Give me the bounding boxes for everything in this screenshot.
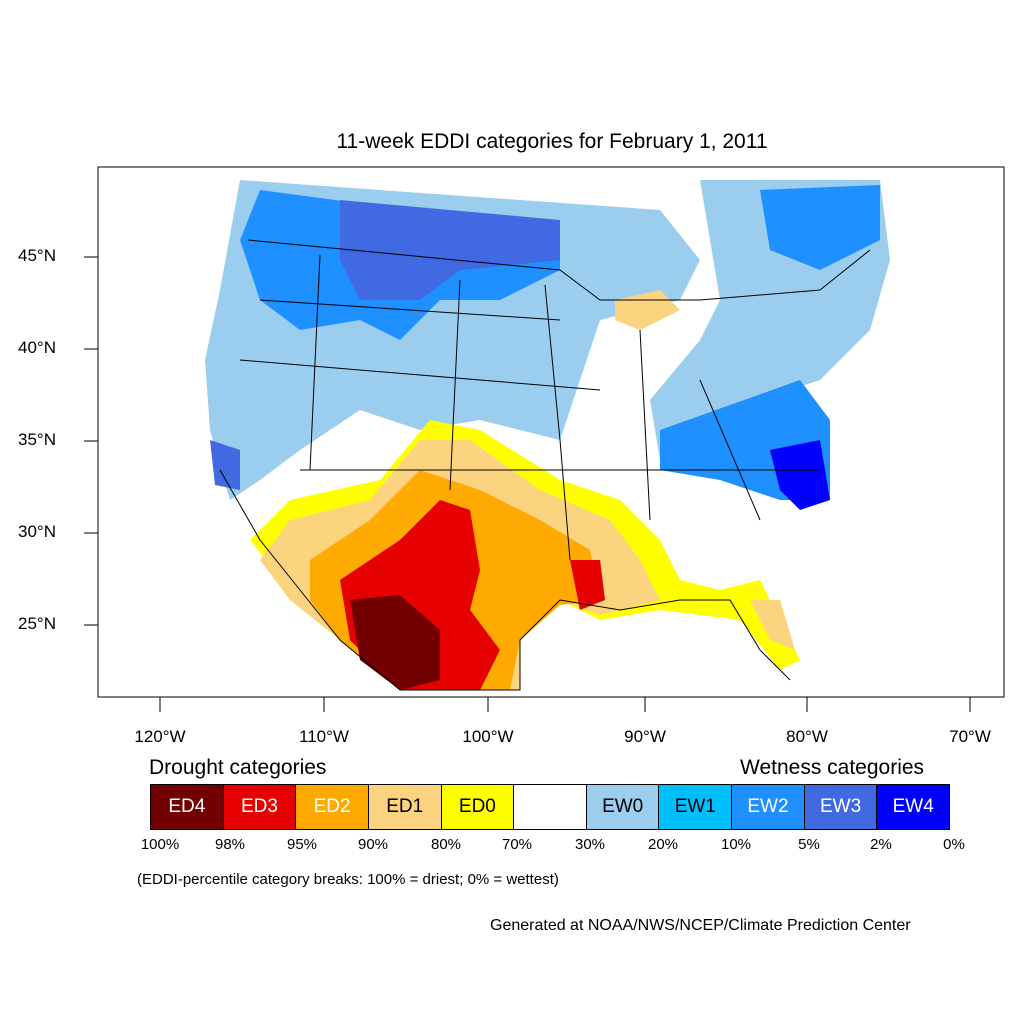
drought-categories-title: Drought categories: [149, 756, 327, 779]
legend-cell-ew4: EW4: [877, 785, 950, 829]
lat-label-45: 45°N: [18, 246, 56, 265]
legend-cell-ed4: ED4: [151, 785, 224, 829]
legend-cell-ed2: ED2: [296, 785, 369, 829]
break-label: 100%: [140, 836, 180, 853]
break-label: 98%: [214, 836, 246, 853]
dry-florida: [750, 600, 795, 650]
lon-label-120: 120°W: [134, 727, 186, 746]
legend-cell-ew2: EW2: [732, 785, 805, 829]
legend-cell-ew1: EW1: [659, 785, 733, 829]
lon-label-100: 100°W: [462, 727, 514, 746]
lat-label-40: 40°N: [18, 338, 56, 357]
break-label: 80%: [430, 836, 462, 853]
wet-california: [210, 440, 240, 490]
lon-label-70: 70°W: [949, 727, 991, 746]
legend-cell-neutral: [514, 785, 587, 829]
map-frame: [97, 166, 1005, 698]
lon-label-80: 80°W: [786, 727, 828, 746]
credit-line: Generated at NOAA/NWS/NCEP/Climate Predi…: [490, 917, 911, 934]
wet-quebec: [760, 185, 880, 270]
lon-label-90: 90°W: [624, 727, 666, 746]
wet-montana: [340, 200, 560, 300]
category-breaks-note: (EDDI-percentile category breaks: 100% =…: [137, 871, 559, 888]
lat-label-25: 25°N: [18, 614, 56, 633]
break-label: 30%: [574, 836, 606, 853]
break-label: 90%: [357, 836, 389, 853]
dry-louisiana-ed3: [570, 560, 605, 610]
break-label: 95%: [286, 836, 318, 853]
dry-mexico-ed4: [350, 595, 440, 690]
legend-cell-ed0: ED0: [441, 785, 515, 829]
axis-ticks: [84, 256, 971, 712]
eddi-map: [84, 166, 1005, 712]
category-legend: ED4 ED3 ED2 ED1 ED0 EW0 EW1 EW2 EW3 EW4: [150, 784, 950, 830]
lat-label-30: 30°N: [18, 522, 56, 541]
break-label: 5%: [798, 836, 820, 853]
break-label: 2%: [870, 836, 892, 853]
map-content: [200, 180, 900, 690]
break-label: 10%: [720, 836, 752, 853]
boundaries: [219, 239, 871, 691]
break-label: 20%: [647, 836, 679, 853]
map-title: 11-week EDDI categories for February 1, …: [336, 130, 768, 153]
lat-label-35: 35°N: [18, 430, 56, 449]
legend-cell-ew3: EW3: [804, 785, 878, 829]
break-label: 0%: [943, 836, 965, 853]
lon-label-110: 110°W: [299, 727, 349, 746]
wet-carolinas: [770, 440, 830, 510]
legend-cell-ed3: ED3: [223, 785, 297, 829]
legend-cell-ed1: ED1: [368, 785, 442, 829]
legend-cell-ew0: EW0: [586, 785, 660, 829]
break-label: 70%: [501, 836, 533, 853]
wetness-categories-title: Wetness categories: [740, 756, 925, 779]
